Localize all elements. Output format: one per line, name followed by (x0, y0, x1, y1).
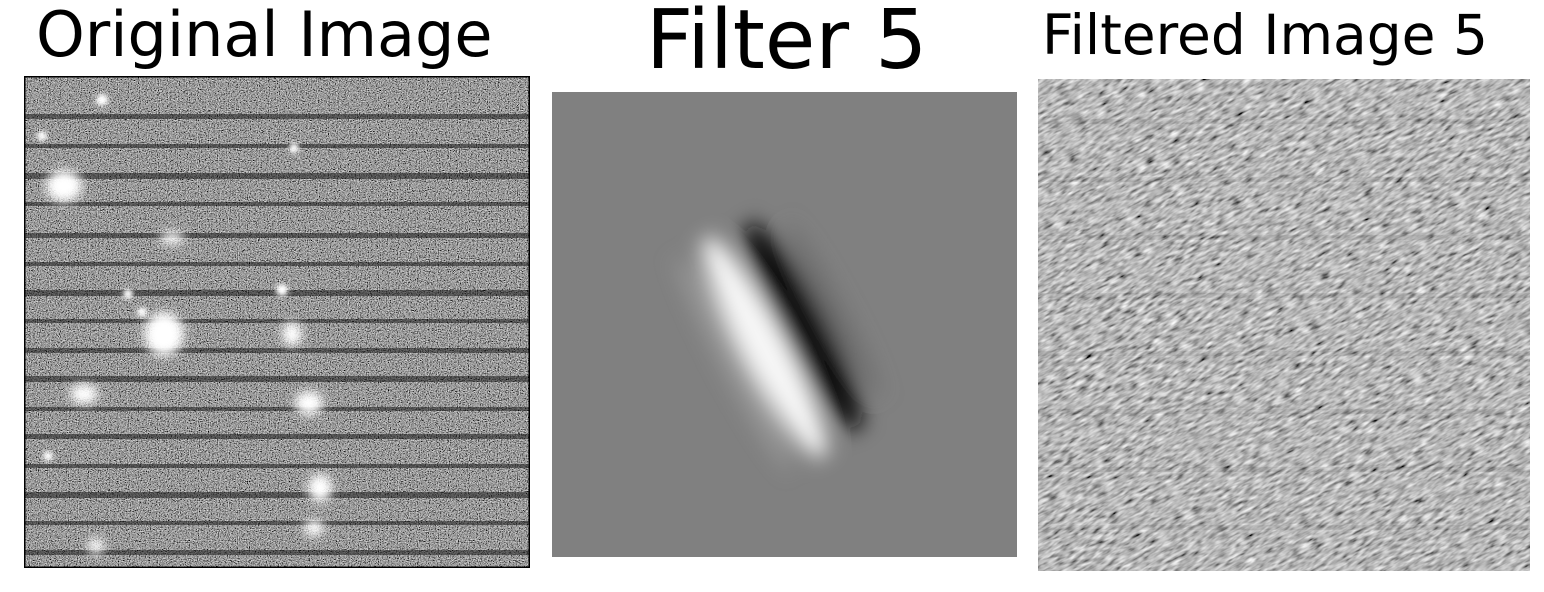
filter-title: Filter 5 (646, 0, 928, 88)
original-image-title: Original Image (36, 0, 493, 71)
filtered-image-texture (1038, 79, 1530, 571)
original-image-texture (24, 76, 530, 568)
original-image-panel (24, 76, 530, 568)
filter-kernel-image (552, 92, 1017, 557)
filtered-image-title: Filtered Image 5 (1042, 3, 1488, 67)
filtered-image-panel (1038, 79, 1530, 571)
filter-kernel-panel (552, 92, 1017, 557)
